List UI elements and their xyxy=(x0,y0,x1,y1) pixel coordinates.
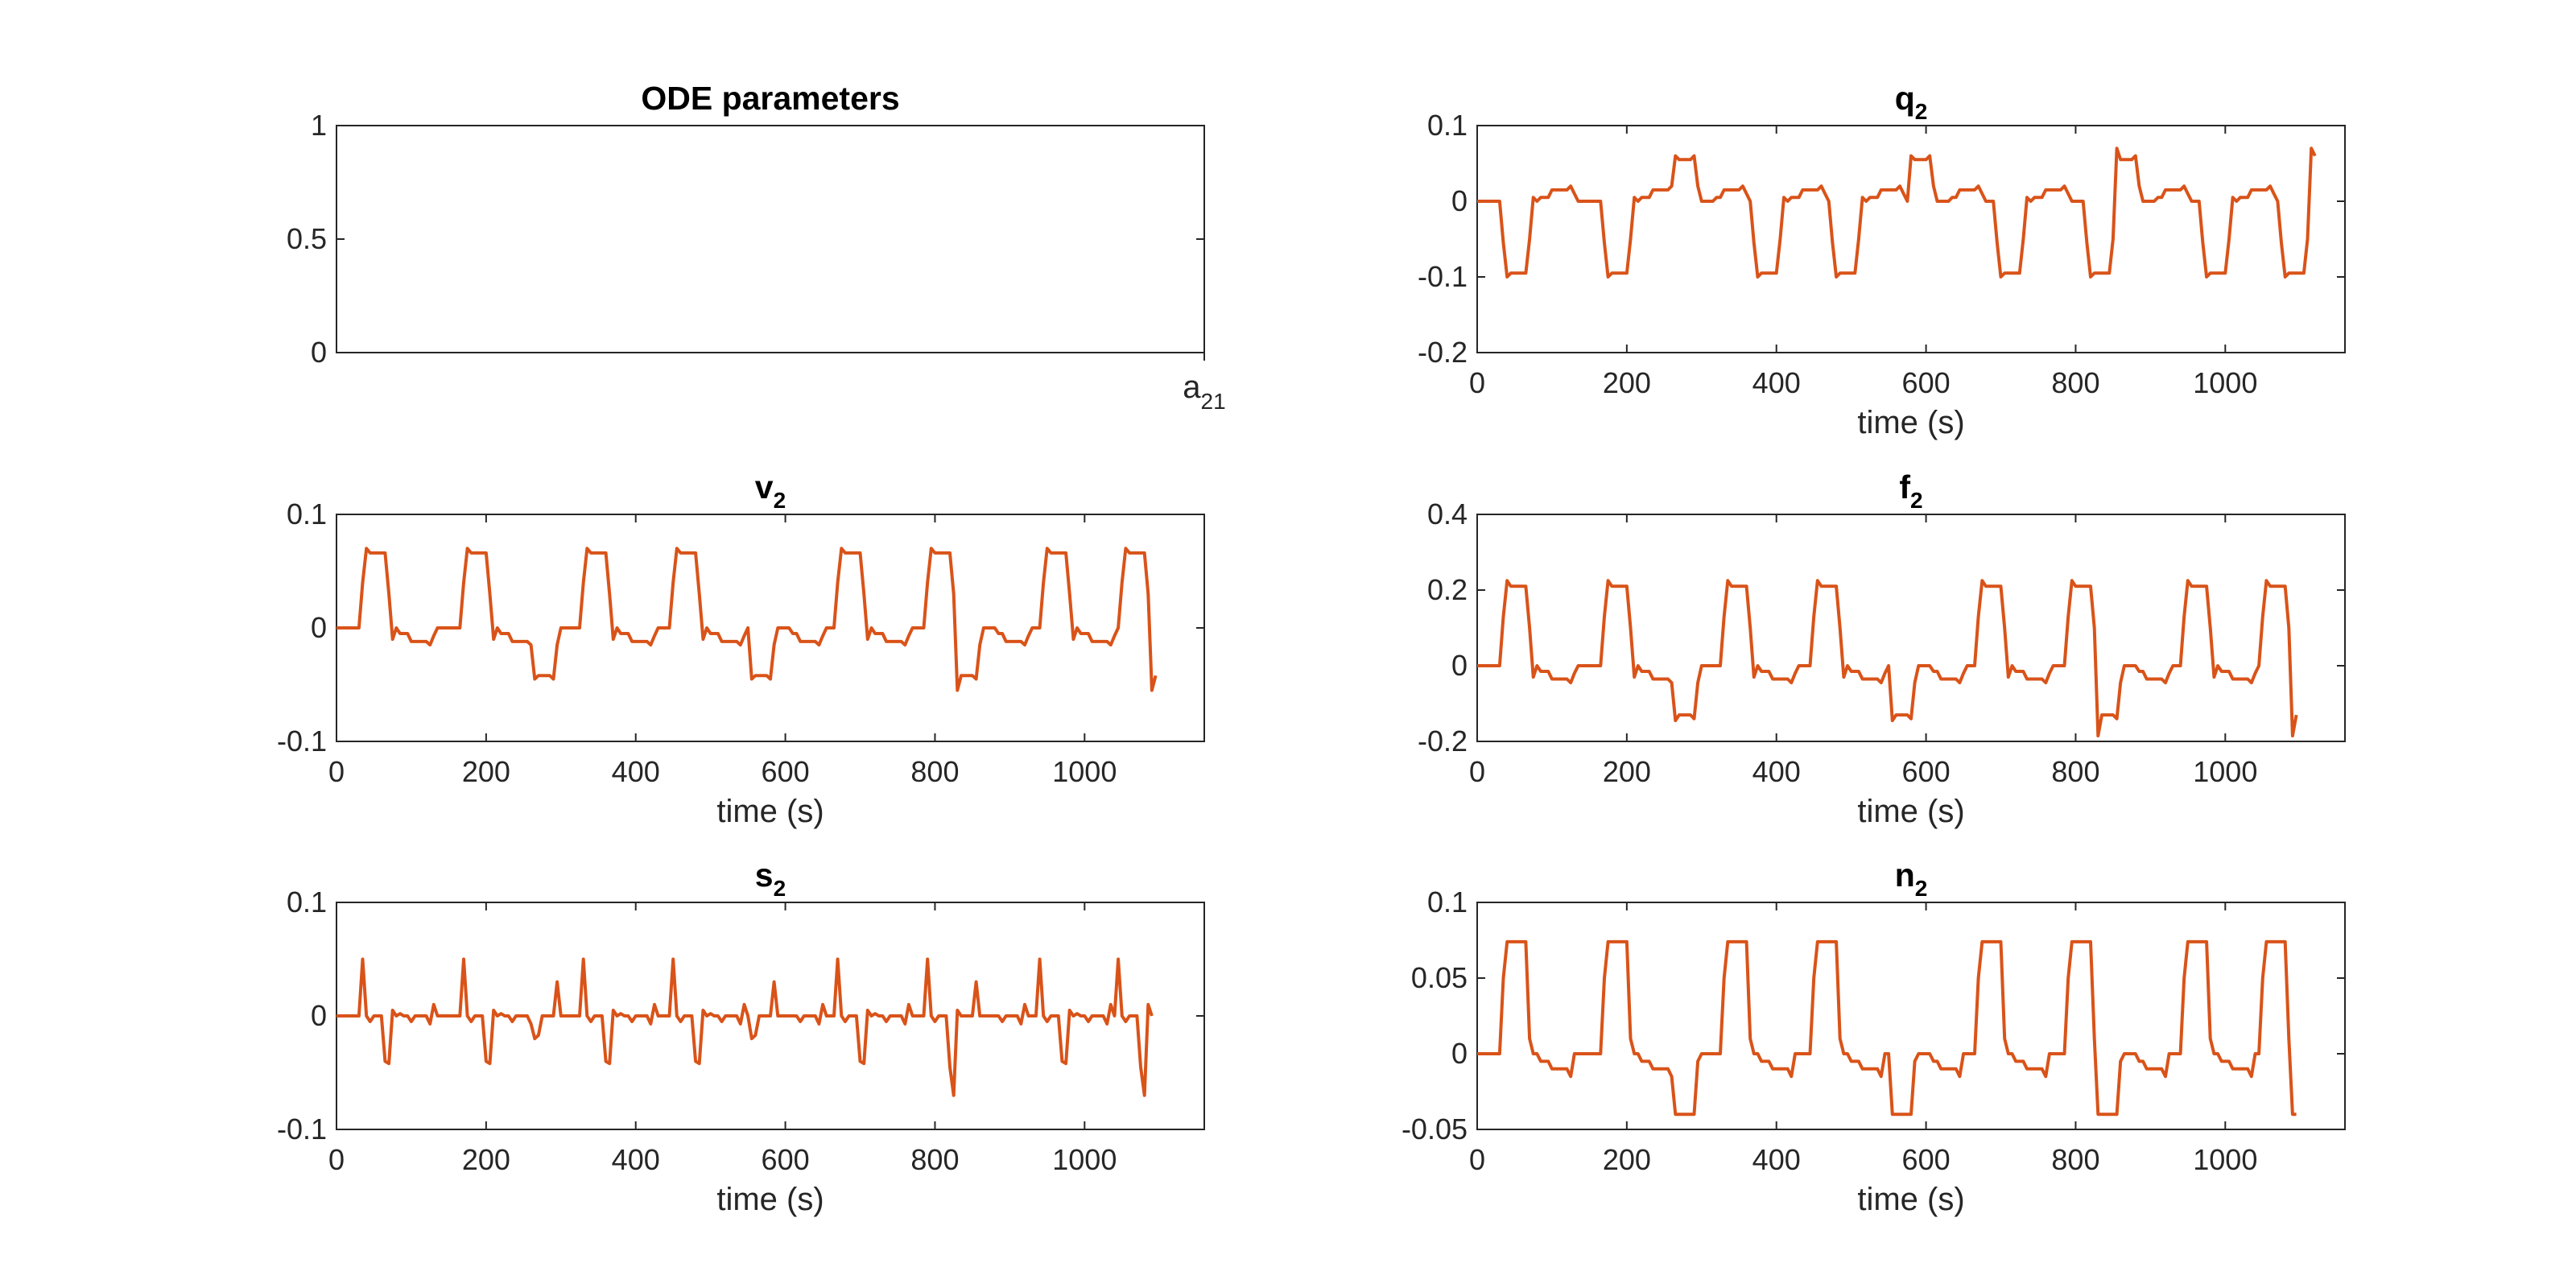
title-main: ODE parameters xyxy=(641,80,899,117)
series-line xyxy=(336,957,1154,1097)
y-tick-label: 0.05 xyxy=(1411,961,1468,994)
x-tick-label: 1000 xyxy=(2193,1143,2257,1176)
x-axis-label: time (s) xyxy=(1857,794,1964,829)
x-tick-label: 800 xyxy=(2051,755,2099,788)
y-tick-label: -0.1 xyxy=(1418,260,1468,293)
y-tick-label: 0.1 xyxy=(1427,109,1468,142)
x-tick-label: 800 xyxy=(910,1143,959,1176)
subplot-p2: -0.2 -0.1 0 0.1 0 200 400 600 800 1000 q2 time (s) xyxy=(1418,80,2346,440)
series-line xyxy=(1477,147,2317,279)
x-tick-label: 0 xyxy=(1469,755,1485,788)
y-tick-label: 0 xyxy=(311,336,327,369)
subplot-title: q2 xyxy=(1895,80,1928,124)
series-line xyxy=(336,547,1158,692)
x-tick-label: 600 xyxy=(1902,1143,1951,1176)
title-main: v xyxy=(755,469,774,506)
subplot-title: f2 xyxy=(1899,469,1922,513)
category-main: a xyxy=(1183,369,1201,405)
x-tick-label: 800 xyxy=(2051,1143,2099,1176)
y-tick-label: -0.2 xyxy=(1418,336,1468,369)
title-subscript: 2 xyxy=(1910,488,1923,513)
x-tick-label: 800 xyxy=(2051,366,2099,399)
series-line xyxy=(1477,939,2297,1117)
x-tick-label: 400 xyxy=(1752,366,1801,399)
axes-box xyxy=(1476,902,2346,1130)
title-subscript: 2 xyxy=(1915,99,1928,124)
x-tick-label: 600 xyxy=(762,1143,810,1176)
x-tick-label: 200 xyxy=(1603,1143,1651,1176)
subplot-p1: 0 0.5 1 ODE parameters a21 xyxy=(287,80,1226,414)
x-axis-label: time (s) xyxy=(1857,1182,1964,1217)
axes-box xyxy=(336,125,1205,353)
x-tick-label: 200 xyxy=(1603,755,1651,788)
y-tick-label: 0.1 xyxy=(287,497,327,530)
x-tick-label: 600 xyxy=(1902,755,1951,788)
x-tick-label: 600 xyxy=(1902,366,1951,399)
title-subscript: 2 xyxy=(774,876,786,901)
title-subscript: 2 xyxy=(1915,876,1928,901)
x-tick-label: 400 xyxy=(612,1143,660,1176)
x-tick-label: 0 xyxy=(328,1143,345,1176)
series-line xyxy=(1477,579,2298,737)
x-tick-label: 1000 xyxy=(2193,366,2257,399)
axes-box xyxy=(1476,125,2346,353)
x-tick-label: 400 xyxy=(1752,1143,1801,1176)
subplot-title: n2 xyxy=(1895,857,1928,901)
x-tick-label: 1000 xyxy=(2193,755,2257,788)
x-tick-label: 1000 xyxy=(1052,1143,1117,1176)
title-main: s xyxy=(755,857,774,894)
category-label: a21 xyxy=(1183,369,1225,414)
title-main: n xyxy=(1895,857,1915,894)
y-tick-label: 0.1 xyxy=(287,886,327,919)
x-tick-label: 400 xyxy=(612,755,660,788)
x-tick-label: 200 xyxy=(462,755,510,788)
y-tick-label: 0 xyxy=(311,611,327,644)
title-main: f xyxy=(1899,469,1910,506)
x-tick-label: 0 xyxy=(1469,366,1485,399)
category-subscript: 21 xyxy=(1201,389,1226,414)
x-tick-label: 400 xyxy=(1752,755,1801,788)
y-tick-label: 0.2 xyxy=(1427,573,1468,606)
title-subscript: 2 xyxy=(774,488,786,513)
title-main: q xyxy=(1895,80,1915,117)
subplot-title: s2 xyxy=(755,857,786,901)
y-tick-label: 0 xyxy=(1451,1037,1468,1070)
x-tick-label: 0 xyxy=(1469,1143,1485,1176)
y-tick-label: 0 xyxy=(1451,649,1468,682)
subplot-title: ODE parameters xyxy=(641,80,899,117)
x-tick-label: 200 xyxy=(1603,366,1651,399)
y-tick-label: -0.2 xyxy=(1418,724,1468,758)
x-axis-label: time (s) xyxy=(1857,405,1964,440)
y-tick-label: -0.1 xyxy=(277,724,327,758)
x-axis-label: time (s) xyxy=(716,1182,824,1217)
x-axis-label: time (s) xyxy=(716,794,824,829)
y-tick-label: 1 xyxy=(311,109,327,142)
axes-box xyxy=(1476,514,2346,742)
subplot-title: v2 xyxy=(755,469,786,513)
x-tick-label: 200 xyxy=(462,1143,510,1176)
x-tick-label: 0 xyxy=(328,755,345,788)
y-tick-label: 0 xyxy=(1451,184,1468,217)
y-tick-label: 0 xyxy=(311,999,327,1032)
y-tick-label: 0.5 xyxy=(287,222,327,255)
x-tick-label: 1000 xyxy=(1052,755,1117,788)
x-tick-label: 600 xyxy=(762,755,810,788)
y-tick-label: 0.1 xyxy=(1427,886,1468,919)
y-tick-label: 0.4 xyxy=(1427,497,1468,530)
x-tick-label: 800 xyxy=(910,755,959,788)
y-tick-label: -0.1 xyxy=(277,1113,327,1146)
y-tick-label: -0.05 xyxy=(1402,1113,1468,1146)
